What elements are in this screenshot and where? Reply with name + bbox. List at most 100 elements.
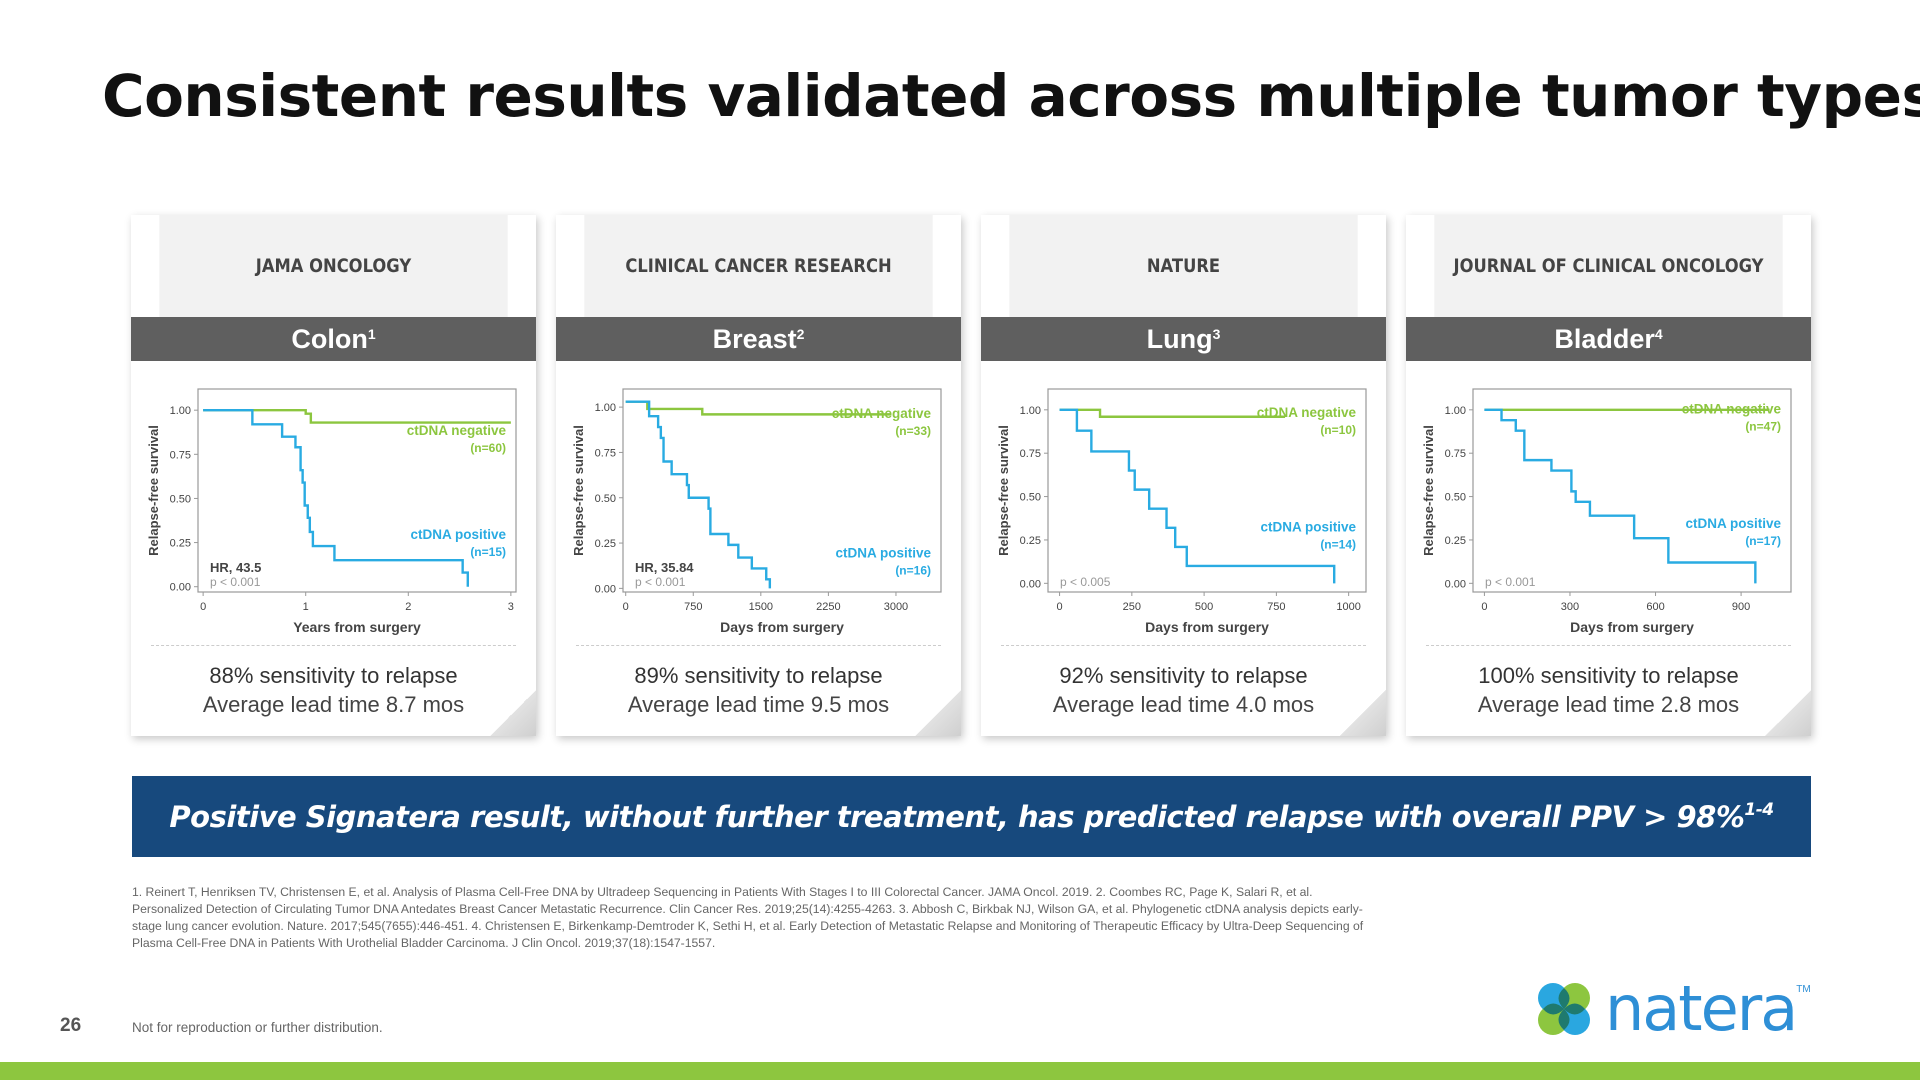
banner-text: Positive Signatera result, without furth… xyxy=(169,799,1745,834)
km-chart-svg: 0.00 0.25 0.50 0.75 1.00 0 300 600 900 Days from … xyxy=(1421,388,1792,635)
journal-name: JOURNAL OF CLINICAL ONCOLOGY xyxy=(1434,215,1783,317)
y-tick-label: 0.75 xyxy=(1445,448,1466,460)
km-chart-svg: 0.00 0.25 0.50 0.75 1.00 0 750 1500 2250 3000 Days… xyxy=(571,388,942,635)
y-tick-label: 0.75 xyxy=(595,447,616,459)
y-tick-label: 0.50 xyxy=(1020,492,1041,504)
series-label: ctDNA negative xyxy=(1257,405,1357,420)
hazard-ratio: HR, 35.84 xyxy=(635,560,694,575)
km-chart: 0.00 0.25 0.50 0.75 1.00 0 1 2 3 Years from surge… xyxy=(131,361,536,641)
x-axis-title: Years from surgery xyxy=(293,619,421,635)
y-tick-label: 0.25 xyxy=(170,538,191,550)
x-tick-label: 2250 xyxy=(816,601,840,613)
negative-curve xyxy=(203,408,511,424)
series-n-label: (n=33) xyxy=(895,424,931,438)
x-tick-label: 0 xyxy=(623,601,629,613)
p-value: p < 0.001 xyxy=(210,575,261,589)
sensitivity-text: 92% sensitivity to relapse xyxy=(1059,663,1308,688)
lead-time-text: Average lead time 4.0 mos xyxy=(1052,692,1315,717)
positive-curve xyxy=(625,400,772,589)
banner-ref: 1-4 xyxy=(1744,799,1774,820)
y-tick-label: 0.50 xyxy=(170,493,191,505)
x-tick-label: 3 xyxy=(508,601,514,613)
page-fold-corner xyxy=(1340,690,1386,736)
plot-frame xyxy=(1047,388,1367,593)
natera-logo: natera TM xyxy=(1535,978,1811,1040)
series-n-label: (n=60) xyxy=(470,441,506,455)
km-chart-svg: 0.00 0.25 0.50 0.75 1.00 0 1 2 3 Years from surge… xyxy=(146,388,517,635)
series-n-label: (n=15) xyxy=(470,545,506,559)
y-tick-label: 0.00 xyxy=(1445,578,1466,590)
p-value: p < 0.001 xyxy=(635,575,686,589)
x-tick-label: 750 xyxy=(684,601,702,613)
tumor-type: Bladder xyxy=(1554,323,1655,354)
journal-name: NATURE xyxy=(1009,215,1358,317)
page-fold-corner xyxy=(1765,690,1811,736)
tumor-ref: 4 xyxy=(1654,326,1663,342)
divider xyxy=(1001,645,1366,646)
series-n-label: (n=14) xyxy=(1320,537,1356,551)
series-label: ctDNA positive xyxy=(410,527,506,542)
tumor-type: Lung xyxy=(1146,323,1213,354)
x-axis-title: Days from surgery xyxy=(720,619,844,635)
lead-time-text: Average lead time 8.7 mos xyxy=(202,692,465,717)
tumor-type: Colon xyxy=(291,323,368,354)
x-tick-label: 500 xyxy=(1195,601,1213,613)
y-tick-label: 0.75 xyxy=(170,449,191,461)
series-n-label: (n=47) xyxy=(1745,419,1781,433)
km-chart: 0.00 0.25 0.50 0.75 1.00 0 750 1500 2250 3000 Days… xyxy=(556,361,961,641)
lead-time-text: Average lead time 9.5 mos xyxy=(627,692,890,717)
y-tick-label: 1.00 xyxy=(1445,405,1466,417)
km-chart-svg: 0.00 0.25 0.50 0.75 1.00 0 250 500 750 1000 Days f… xyxy=(996,388,1367,635)
logo-text: natera xyxy=(1605,972,1798,1045)
x-tick-label: 1 xyxy=(303,601,309,613)
y-tick-label: 1.00 xyxy=(595,402,616,414)
references: 1. Reinert T, Henriksen TV, Christensen … xyxy=(132,885,1364,950)
bottom-accent-bar xyxy=(0,1062,1920,1080)
x-tick-label: 750 xyxy=(1267,601,1285,613)
y-tick-label: 0.00 xyxy=(170,582,191,594)
x-tick-label: 300 xyxy=(1561,601,1579,613)
page-number: 26 xyxy=(60,1015,82,1036)
p-value: p < 0.005 xyxy=(1060,575,1111,589)
y-tick-label: 0.50 xyxy=(1445,492,1466,504)
x-tick-label: 0 xyxy=(200,601,206,613)
x-tick-label: 2 xyxy=(405,601,411,613)
study-card: JAMA ONCOLOGY Colon 1 0.00 0.25 0.50 0.75 1.0… xyxy=(131,215,536,736)
series-n-label: (n=10) xyxy=(1320,423,1356,437)
trademark: TM xyxy=(1796,984,1811,995)
series-label: ctDNA negative xyxy=(407,423,507,438)
plot-frame xyxy=(622,388,942,593)
slide-title: Consistent results validated across mult… xyxy=(102,62,1920,130)
x-tick-label: 3000 xyxy=(884,601,908,613)
tumor-type: Breast xyxy=(712,323,797,354)
x-tick-label: 0 xyxy=(1481,601,1487,613)
study-card: NATURE Lung 3 0.00 0.25 0.50 0.75 1.00 0 250 500… xyxy=(981,215,1386,736)
y-axis-title: Relapse-free survival xyxy=(1421,425,1436,556)
series-label: ctDNA positive xyxy=(835,546,931,561)
series-label: ctDNA positive xyxy=(1685,516,1781,531)
hazard-ratio: HR, 43.5 xyxy=(210,560,261,575)
y-axis-title: Relapse-free survival xyxy=(146,425,161,556)
y-tick-label: 1.00 xyxy=(1020,405,1041,417)
study-card: JOURNAL OF CLINICAL ONCOLOGY Bladder 4 0.… xyxy=(1406,215,1811,736)
y-tick-label: 0.00 xyxy=(595,583,616,595)
y-axis-title: Relapse-free survival xyxy=(996,425,1011,556)
tumor-type-bar: Breast 2 xyxy=(556,317,961,361)
lead-time-text: Average lead time 2.8 mos xyxy=(1477,692,1740,717)
positive-curve xyxy=(1484,408,1757,584)
series-label: ctDNA positive xyxy=(1260,519,1356,534)
x-tick-label: 0 xyxy=(1057,601,1063,613)
page-fold-corner xyxy=(915,690,961,736)
x-tick-label: 1000 xyxy=(1336,601,1360,613)
km-chart: 0.00 0.25 0.50 0.75 1.00 0 250 500 750 1000 Days f… xyxy=(981,361,1386,641)
tumor-type-bar: Colon 1 xyxy=(131,317,536,361)
x-tick-label: 900 xyxy=(1732,601,1750,613)
x-axis-title: Days from surgery xyxy=(1145,619,1269,635)
clover-icon xyxy=(1538,983,1590,1035)
divider xyxy=(1426,645,1791,646)
disclaimer: Not for reproduction or further distribu… xyxy=(132,1020,383,1035)
x-tick-label: 1500 xyxy=(749,601,773,613)
page-fold-corner xyxy=(490,690,536,736)
sensitivity-text: 100% sensitivity to relapse xyxy=(1478,663,1739,688)
tumor-ref: 2 xyxy=(796,326,805,342)
